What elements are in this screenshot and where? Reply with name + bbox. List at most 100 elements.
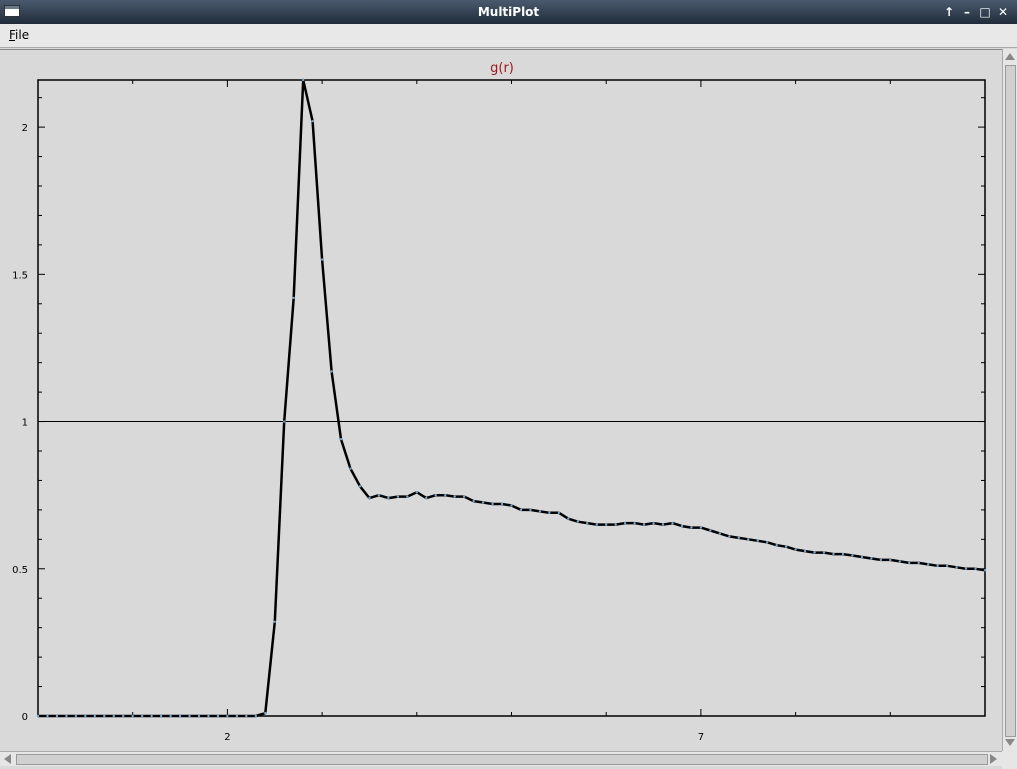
data-point <box>444 493 447 497</box>
data-point <box>557 511 561 515</box>
data-point <box>415 491 418 494</box>
data-point <box>65 714 68 718</box>
data-point <box>320 258 324 261</box>
data-point <box>595 523 598 526</box>
data-point <box>472 499 475 503</box>
data-point <box>188 714 191 718</box>
data-point <box>311 120 314 123</box>
data-point <box>841 552 845 556</box>
data-point <box>936 564 939 568</box>
data-point <box>548 511 551 515</box>
data-point <box>718 532 722 535</box>
data-point <box>140 714 144 718</box>
data-point <box>462 495 466 498</box>
data-point <box>36 714 40 718</box>
data-point <box>747 538 750 541</box>
data-point <box>926 563 930 566</box>
data-point <box>851 554 854 557</box>
data-point <box>813 551 816 554</box>
file-menu[interactable]: File <box>9 28 30 42</box>
data-point <box>377 493 381 497</box>
data-point <box>623 521 627 525</box>
horizontal-scroll-thumb[interactable] <box>16 754 988 765</box>
data-point <box>453 495 456 498</box>
data-point <box>908 561 911 565</box>
data-point <box>642 523 646 526</box>
data-point <box>349 467 352 470</box>
data-point <box>235 714 239 718</box>
data-point <box>396 495 400 498</box>
vertical-scrollbar[interactable] <box>1002 49 1017 751</box>
data-point <box>264 711 267 715</box>
data-point <box>74 714 78 718</box>
data-point <box>491 502 494 506</box>
data-point <box>917 561 920 565</box>
data-point <box>879 558 883 562</box>
x-tick-label: 7 <box>698 732 704 743</box>
data-point <box>84 714 87 718</box>
data-point <box>614 523 617 526</box>
data-point <box>368 496 371 500</box>
y-tick-label: 0 <box>22 712 28 723</box>
data-point <box>122 714 125 718</box>
data-point <box>898 560 901 563</box>
data-point <box>756 539 759 543</box>
y-tick-label: 2 <box>22 123 28 134</box>
data-point <box>803 549 807 553</box>
data-point <box>699 526 703 529</box>
data-point <box>216 714 220 718</box>
data-point <box>510 504 513 507</box>
data-point <box>481 501 485 504</box>
y-tick-label: 1.5 <box>12 270 28 281</box>
vertical-scroll-thumb[interactable] <box>1005 65 1016 737</box>
y-tick-label: 1 <box>22 418 28 429</box>
menu-bar: File <box>0 24 1017 48</box>
data-point <box>784 545 788 548</box>
close-window-icon[interactable]: ✕ <box>997 5 1009 19</box>
data-point <box>945 564 949 568</box>
series-line <box>38 78 986 718</box>
x-tick-label: 2 <box>224 732 230 743</box>
scroll-right-arrow-icon[interactable] <box>990 754 997 764</box>
window-menu-icon[interactable] <box>4 5 20 17</box>
data-point <box>519 508 523 512</box>
scroll-down-arrow-icon[interactable] <box>1005 739 1015 746</box>
data-point <box>292 296 295 300</box>
data-point <box>822 551 826 554</box>
data-point <box>283 420 286 423</box>
data-point <box>889 558 892 562</box>
data-point <box>406 495 409 498</box>
horizontal-scrollbar[interactable] <box>0 751 1002 766</box>
data-point <box>330 370 333 373</box>
data-point <box>425 496 428 500</box>
window-titlebar[interactable]: MultiPlot ↑ – □ ✕ <box>0 0 1017 24</box>
data-point <box>576 520 579 523</box>
scroll-up-arrow-icon[interactable] <box>1005 53 1015 60</box>
data-point <box>159 714 163 718</box>
data-point <box>860 555 864 559</box>
data-point <box>207 714 210 718</box>
plot-area: g(r) 0 0.5 1 1.5 2 2 7 <box>0 49 1002 751</box>
data-point <box>245 714 248 718</box>
data-point <box>131 714 134 718</box>
data-point <box>832 552 835 556</box>
data-point <box>690 526 693 529</box>
data-point <box>301 78 305 82</box>
data-point <box>567 517 570 520</box>
scroll-left-arrow-icon[interactable] <box>4 754 11 764</box>
data-point <box>671 521 674 525</box>
minimize-window-icon[interactable]: – <box>964 5 970 19</box>
data-point <box>964 567 968 570</box>
maximize-window-icon[interactable]: □ <box>979 5 991 19</box>
data-point <box>93 714 97 718</box>
chart-title: g(r) <box>490 61 514 76</box>
data-point <box>661 523 665 526</box>
data-point <box>983 569 987 572</box>
data-point <box>652 521 655 525</box>
data-point <box>680 524 684 528</box>
data-point <box>103 714 106 718</box>
data-point <box>226 714 229 718</box>
data-point <box>870 557 873 560</box>
shade-window-icon[interactable]: ↑ <box>943 5 955 19</box>
data-point <box>169 714 172 718</box>
